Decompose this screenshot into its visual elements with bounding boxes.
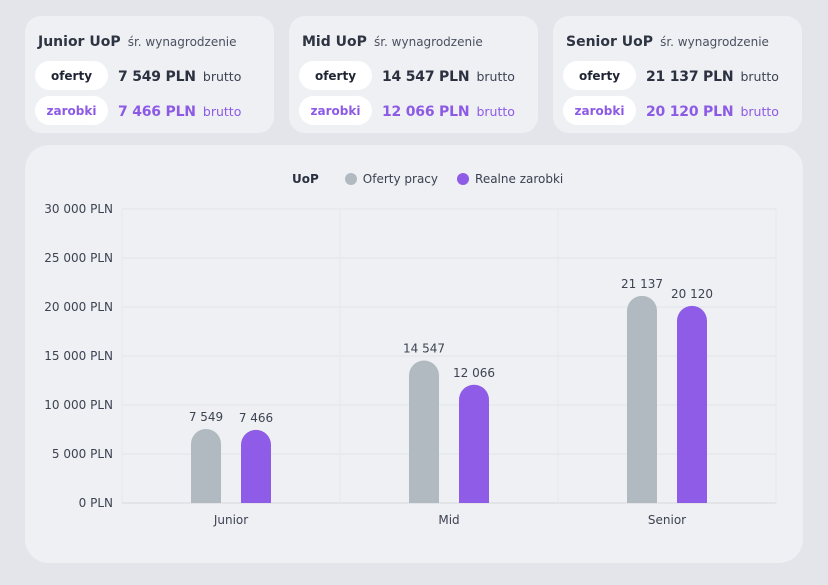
offers-amount: 21 137 PLN brutto [646,69,779,85]
data-label: 21 137 [621,277,663,291]
legend-title: UoP [292,172,319,186]
legend-item-earnings[interactable]: Realne zarobki [457,172,563,186]
bar-senior-offers [627,295,657,503]
card-title: Mid UoP śr. wynagrodzenie [302,34,483,50]
y-tick-label: 5 000 PLN [52,447,113,461]
offers-amount: 14 547 PLN brutto [382,69,515,85]
bar-mid-earnings [459,384,489,503]
chart-legend: UoP Oferty pracy Realne zarobki [292,171,563,187]
y-tick-label: 0 PLN [79,496,113,510]
summary-card-mid: Mid UoP śr. wynagrodzenie oferty 14 547 … [289,16,538,133]
offers-pill: oferty [563,61,636,90]
offers-pill: oferty [299,61,372,90]
earnings-amount: 20 120 PLN brutto [646,104,779,120]
y-tick-label: 10 000 PLN [44,398,113,412]
y-tick-label: 30 000 PLN [44,202,113,216]
x-tick-label: Mid [438,513,459,527]
legend-dot [457,173,470,185]
data-label: 20 120 [671,287,713,301]
legend-item-offers[interactable]: Oferty pracy [344,172,438,186]
earnings-pill: zarobki [35,96,108,125]
card-title: Junior UoP śr. wynagrodzenie [38,34,237,50]
offers-pill: oferty [35,61,108,90]
data-label: 7 466 [239,411,273,425]
earnings-pill: zarobki [563,96,636,125]
y-tick-label: 25 000 PLN [44,251,113,265]
bar-senior-earnings [677,305,707,503]
data-label: 7 549 [189,410,223,424]
bar-junior-offers [191,429,221,503]
y-tick-label: 20 000 PLN [44,300,113,314]
y-tick-label: 15 000 PLN [44,349,113,363]
summary-card-junior: Junior UoP śr. wynagrodzenie oferty 7 54… [25,16,274,133]
earnings-pill: zarobki [299,96,372,125]
x-tick-label: Senior [648,513,686,527]
legend-dot [344,173,357,185]
earnings-amount: 7 466 PLN brutto [118,104,242,120]
offers-amount: 7 549 PLN brutto [118,69,242,85]
summary-card-senior: Senior UoP śr. wynagrodzenie oferty 21 1… [553,16,802,133]
earnings-amount: 12 066 PLN brutto [382,104,515,120]
x-tick-label: Junior [213,513,248,527]
data-label: 12 066 [453,366,495,380]
bar-mid-offers [409,360,439,503]
data-label: 14 547 [403,341,445,355]
bar-junior-earnings [241,429,271,503]
card-title: Senior UoP śr. wynagrodzenie [566,34,769,50]
